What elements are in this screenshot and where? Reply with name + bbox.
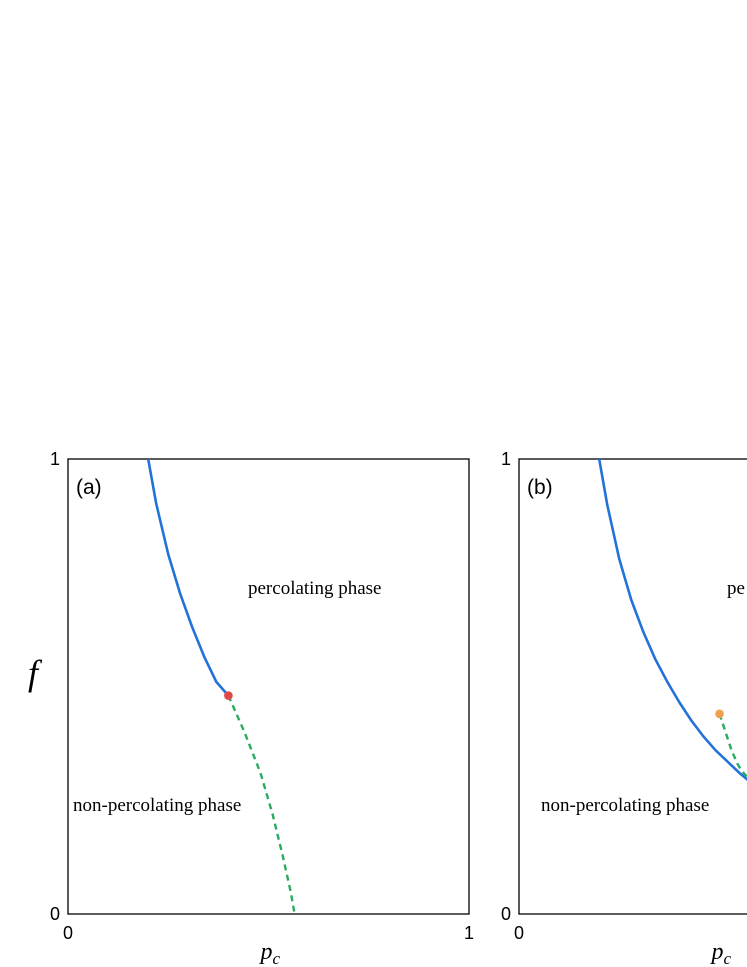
region-label-percolating: percolating phase: [248, 578, 381, 599]
plot-frame: [518, 458, 747, 915]
panel-label: (a): [76, 476, 102, 499]
region-label-non-percolating: non-percolating phase: [73, 795, 241, 816]
y-tick-label: 1: [501, 449, 511, 469]
panel-a: (a) 1 00 1 pc percolating phase non-percolatin…: [28, 449, 474, 967]
x-tick-label: 0: [63, 923, 73, 943]
spinodal-dashed-line: [227, 695, 296, 915]
plot-frame: [67, 458, 470, 915]
y-axis-label: f: [28, 653, 43, 693]
region-label-non-percolating: non-percolating phase: [541, 795, 709, 816]
phase-boundary-line: [597, 458, 747, 781]
critical-point-marker: [715, 709, 724, 719]
x-axis-label: pc: [710, 939, 732, 967]
region-label-percolating: pe: [727, 578, 745, 599]
x-axis-label-subscript: c: [273, 949, 281, 967]
y-tick-label: 1: [50, 449, 60, 469]
x-axis-label: pc: [259, 939, 281, 967]
y-tick-label: 0: [50, 904, 60, 924]
y-tick-label: 0: [501, 904, 511, 924]
panel-label: (b): [527, 476, 553, 499]
phase-boundary-line: [146, 458, 230, 697]
x-tick-label: 0: [514, 923, 524, 943]
critical-point-marker: [224, 691, 233, 700]
x-axis-label-subscript: c: [724, 949, 732, 967]
x-tick-label: 1: [464, 923, 474, 943]
panel-b: (b) 1 00 pc pe non-percolating phase: [501, 449, 747, 967]
spinodal-dashed-line: [718, 713, 747, 779]
